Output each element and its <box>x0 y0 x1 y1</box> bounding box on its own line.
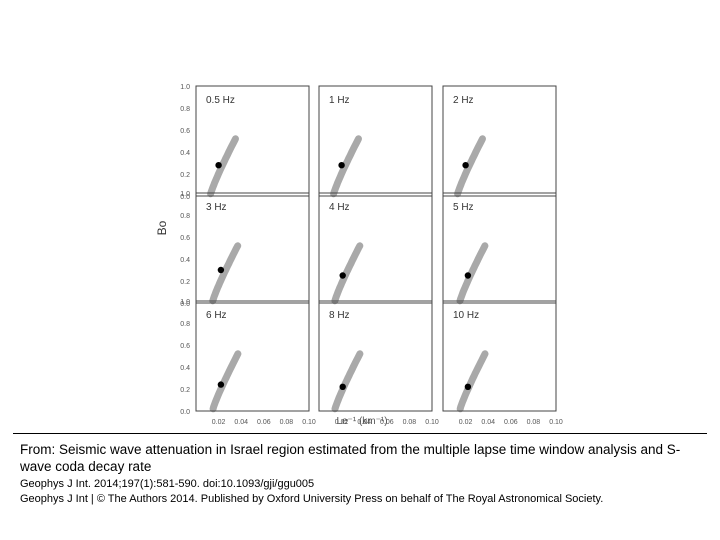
x-tick-label: 0.02 <box>459 419 473 426</box>
y-tick-label: 0.8 <box>180 321 190 328</box>
x-tick-label: 0.08 <box>280 419 294 426</box>
best-fit-point <box>462 162 469 169</box>
panel-frame <box>195 85 310 197</box>
best-fit-point <box>217 266 225 274</box>
frequency-label: 2 Hz <box>453 95 474 106</box>
caption-copyright: Geophys J Int | © The Authors 2014. Publ… <box>20 493 604 505</box>
y-tick-label: 0.8 <box>180 213 190 220</box>
y-tick-label: 0.6 <box>180 235 190 242</box>
x-tick-label: 0.08 <box>527 419 541 426</box>
panel-7: 6 Hz 0.0 0.2 0.4 0.6 0.8 1.0 0.02 0.04 0.06 0.08 0.… <box>180 299 316 426</box>
y-tick-label: 0.0 <box>180 409 190 416</box>
y-tick-label: 0.0 <box>180 301 190 308</box>
y-tick-label: 0.2 <box>180 172 190 179</box>
frequency-label: 3 Hz <box>206 202 227 213</box>
y-tick-label: 0.8 <box>180 106 190 113</box>
panel-frame <box>442 300 557 412</box>
panel-4: 3 Hz 0.0 0.2 0.4 0.6 0.8 1.0 <box>180 191 310 308</box>
frequency-label: 1 Hz <box>329 95 350 106</box>
panel-frame <box>318 300 433 412</box>
x-tick-label: 0.08 <box>403 419 417 426</box>
panel-frame <box>195 300 310 412</box>
panel-6: 5 Hz <box>442 192 557 305</box>
caption-citation: Geophys J Int. 2014;197(1):581-590. doi:… <box>20 478 315 490</box>
panel-8: 8 Hz 0.02 0.04 0.06 0.08 0.10 <box>318 300 439 426</box>
x-tick-label: 0.10 <box>425 419 439 426</box>
best-fit-point <box>464 383 472 390</box>
best-fit-point <box>464 272 472 279</box>
y-tick-label: 0.2 <box>180 279 190 286</box>
y-axis-label: Bo <box>155 220 169 235</box>
x-tick-label: 0.10 <box>549 419 563 426</box>
uncertainty-band <box>331 242 364 305</box>
y-tick-label: 0.4 <box>180 150 190 157</box>
panel-frame <box>442 85 557 197</box>
x-axis-label: Le⁻¹ (km⁻¹) <box>336 416 387 427</box>
panel-1: 0.5 Hz 0.0 0.2 0.4 0.6 0.8 1.0 <box>180 84 310 201</box>
panel-5: 4 Hz <box>318 192 433 305</box>
x-tick-label: 0.02 <box>212 419 226 426</box>
uncertainty-band <box>456 350 489 413</box>
y-tick-label: 1.0 <box>180 299 190 306</box>
uncertainty-band <box>207 135 239 198</box>
x-tick-label: 0.04 <box>234 419 248 426</box>
best-fit-point <box>339 383 346 390</box>
panel-3: 2 Hz <box>442 85 557 198</box>
panel-frame <box>318 192 433 304</box>
uncertainty-band <box>454 135 486 198</box>
y-tick-label: 0.0 <box>180 194 190 201</box>
panel-frame <box>318 85 433 197</box>
best-fit-point <box>215 162 222 169</box>
frequency-label: 10 Hz <box>453 310 479 321</box>
caption-title: From: Seismic wave attenuation in Israel… <box>20 442 681 474</box>
y-tick-label: 0.2 <box>180 387 190 394</box>
panel-frame <box>195 192 310 304</box>
uncertainty-band <box>456 242 489 305</box>
y-tick-label: 0.6 <box>180 128 190 135</box>
frequency-label: 0.5 Hz <box>206 95 235 106</box>
panel-9: 10 Hz 0.02 0.04 0.06 0.08 0.10 <box>442 300 563 426</box>
figure-caption: From: Seismic wave attenuation in Israel… <box>20 441 710 507</box>
y-tick-label: 0.6 <box>180 343 190 350</box>
frequency-label: 6 Hz <box>206 310 227 321</box>
caption-divider <box>13 433 707 434</box>
x-tick-label: 0.06 <box>504 419 518 426</box>
panel-frame <box>442 192 557 304</box>
frequency-label: 8 Hz <box>329 310 350 321</box>
best-fit-point <box>339 272 346 279</box>
x-tick-label: 0.04 <box>481 419 495 426</box>
uncertainty-band <box>209 242 242 305</box>
uncertainty-band <box>209 350 242 413</box>
y-tick-label: 1.0 <box>180 84 190 91</box>
x-tick-label: 0.04 <box>357 419 371 426</box>
frequency-label: 4 Hz <box>329 202 350 213</box>
y-tick-label: 1.0 <box>180 191 190 198</box>
uncertainty-band <box>330 135 362 198</box>
panel-2: 1 Hz <box>318 85 433 198</box>
best-fit-point <box>217 381 225 388</box>
x-tick-label: 0.06 <box>380 419 394 426</box>
best-fit-point <box>338 162 345 169</box>
y-tick-label: 0.4 <box>180 257 190 264</box>
frequency-label: 5 Hz <box>453 202 474 213</box>
y-tick-label: 0.4 <box>180 365 190 372</box>
uncertainty-band <box>331 350 364 413</box>
x-tick-label: 0.10 <box>302 419 316 426</box>
x-tick-label: 0.02 <box>335 419 349 426</box>
x-tick-label: 0.06 <box>257 419 271 426</box>
